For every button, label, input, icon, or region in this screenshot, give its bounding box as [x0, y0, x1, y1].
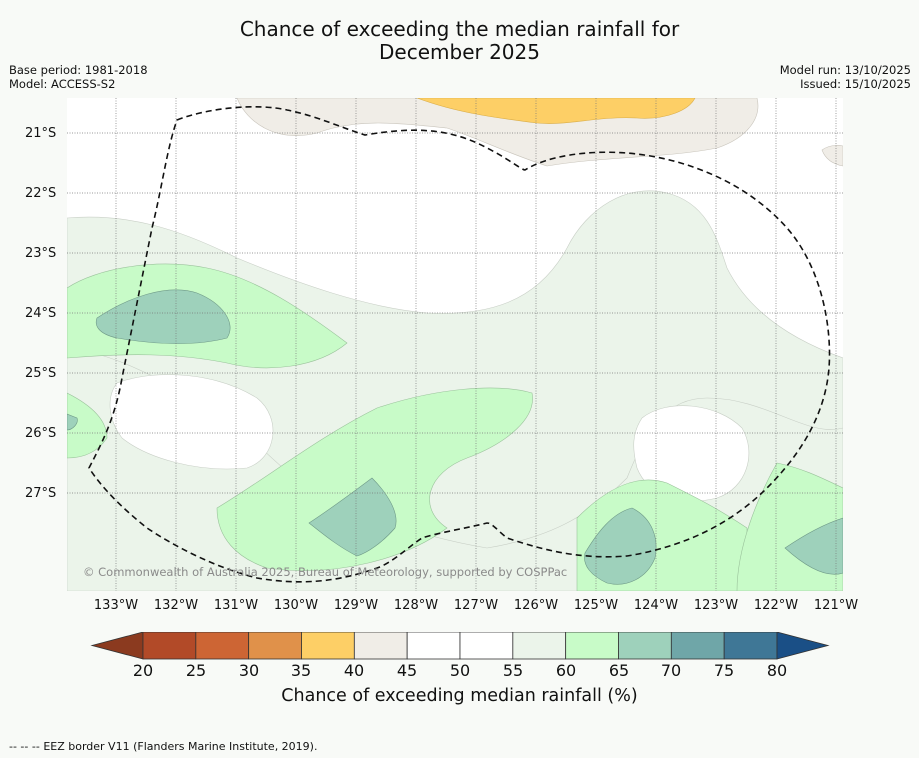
region-65-70-southeast [584, 507, 657, 585]
colorbar-tick-65: 65 [608, 661, 630, 680]
lon-label-129w: 129°W [333, 598, 379, 613]
base-period: Base period: 1981-2018 [9, 63, 148, 77]
lat-label-22s: 22°S [25, 186, 57, 201]
colorbar-cell [301, 632, 355, 660]
colorbar [90, 632, 830, 660]
lon-label-124w: 124°W [633, 598, 679, 613]
colorbar-cell [353, 632, 408, 660]
lon-label-130w: 130°W [273, 598, 319, 613]
colorbar-title: Chance of exceeding median rainfall (%) [281, 686, 638, 706]
title-line-2: December 2025 [379, 40, 540, 64]
lon-label-125w: 125°W [573, 598, 619, 613]
lat-label-23s: 23°S [25, 246, 57, 261]
colorbar-tick-45: 45 [396, 661, 418, 680]
region-65-70-coast [67, 413, 78, 431]
graticule [67, 98, 843, 591]
colorbar-tick-60: 60 [555, 661, 577, 680]
region-65-70-west [95, 289, 231, 344]
colorbar-over-arrow [776, 632, 830, 660]
region-40-45-east [821, 145, 843, 167]
legend-footer: -- -- -- EEZ border V11 (Flanders Marine… [9, 740, 317, 753]
lat-label-26s: 26°S [25, 426, 57, 441]
colorbar-tick-70: 70 [660, 661, 682, 680]
colorbar-cell [406, 632, 461, 660]
rainfall-map [67, 98, 843, 591]
lat-label-27s: 27°S [25, 486, 57, 501]
colorbar-tick-25: 25 [185, 661, 207, 680]
region-65-70-south [308, 477, 397, 557]
lon-label-126w: 126°W [513, 598, 559, 613]
colorbar-cell [512, 632, 567, 660]
copyright-notice: © Commonwealth of Australia 2025, Bureau… [83, 565, 568, 579]
colorbar-cells [142, 632, 778, 660]
colorbar-tick-40: 40 [343, 661, 365, 680]
eez-legend-symbol: -- -- -- [9, 740, 40, 753]
lon-label-127w: 127°W [453, 598, 499, 613]
colorbar-cell [565, 632, 619, 660]
chart-title: Chance of exceeding the median rainfall … [0, 18, 919, 64]
lon-label-133w: 133°W [93, 598, 139, 613]
region-45-55-west [109, 374, 274, 470]
colorbar-cell [248, 632, 302, 660]
lon-label-122w: 122°W [753, 598, 799, 613]
colorbar-tick-35: 35 [290, 661, 312, 680]
model-run-date: Model run: 13/10/2025 [779, 63, 911, 77]
issued-date: Issued: 15/10/2025 [800, 77, 911, 91]
region-60-65-south [216, 387, 533, 571]
eez-boundary [88, 106, 831, 583]
lon-label-128w: 128°W [393, 598, 439, 613]
colorbar-cell [459, 632, 514, 660]
colorbar-tick-55: 55 [502, 661, 524, 680]
lat-label-25s: 25°S [25, 366, 57, 381]
lon-label-131w: 131°W [213, 598, 259, 613]
colorbar-under-arrow [90, 632, 144, 660]
colorbar-cell [618, 632, 672, 660]
colorbar-cell [670, 632, 725, 660]
colorbar-cell [142, 632, 197, 660]
colorbar-cell [195, 632, 250, 660]
region-65-70-east [784, 517, 843, 575]
region-60-65-coast [67, 392, 108, 459]
colorbar-cell [723, 632, 778, 660]
colorbar-tick-75: 75 [713, 661, 735, 680]
lat-label-21s: 21°S [25, 126, 57, 141]
lat-label-24s: 24°S [25, 306, 57, 321]
region-45-55-east [633, 405, 750, 502]
colorbar-tick-20: 20 [132, 661, 154, 680]
colorbar-tick-80: 80 [766, 661, 788, 680]
region-35-40 [416, 98, 696, 124]
lon-label-123w: 123°W [693, 598, 739, 613]
model-info: Base period: 1981-2018 Model: ACCESS-S2 [9, 63, 148, 91]
lon-label-132w: 132°W [153, 598, 199, 613]
colorbar-tick-50: 50 [449, 661, 471, 680]
eez-legend-text: EEZ border V11 (Flanders Marine Institut… [43, 740, 318, 753]
title-line-1: Chance of exceeding the median rainfall … [239, 17, 680, 41]
model-name: Model: ACCESS-S2 [9, 77, 116, 91]
lon-label-121w: 121°W [813, 598, 859, 613]
run-info: Model run: 13/10/2025 Issued: 15/10/2025 [780, 63, 911, 91]
colorbar-tick-30: 30 [238, 661, 260, 680]
